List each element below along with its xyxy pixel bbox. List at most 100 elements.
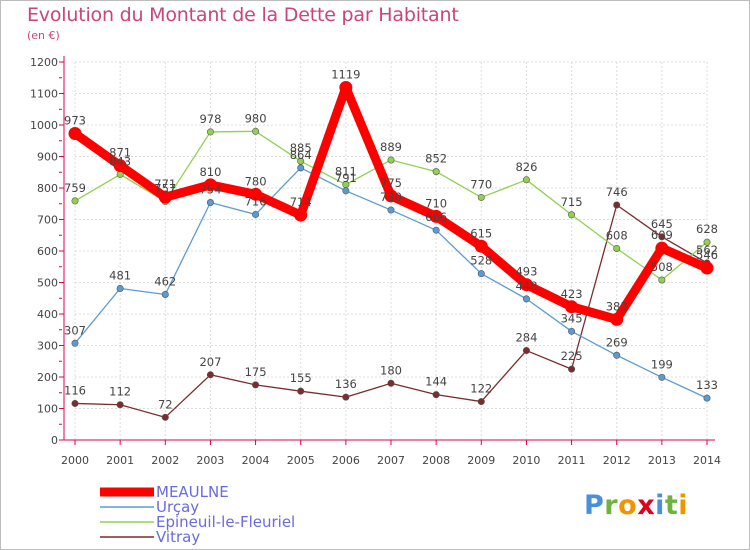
data-label: 144 — [425, 375, 447, 389]
data-label: 770 — [470, 177, 492, 191]
data-label: 345 — [561, 311, 583, 325]
data-point-3 — [658, 233, 666, 241]
data-point-0 — [474, 239, 488, 253]
legend-swatch-epineuil — [100, 521, 154, 523]
data-point-1 — [703, 394, 711, 402]
data-point-2 — [206, 128, 214, 136]
data-label: 528 — [470, 254, 492, 268]
x-tick-label: 2007 — [377, 454, 405, 467]
logo-letter: i — [678, 490, 689, 521]
data-point-1 — [658, 373, 666, 381]
data-label: 493 — [515, 265, 537, 279]
x-tick-label: 2012 — [603, 454, 631, 467]
x-tick-label: 2005 — [287, 454, 315, 467]
data-label: 225 — [561, 349, 583, 363]
data-point-1 — [342, 187, 350, 195]
y-tick-label: 800 — [37, 182, 58, 195]
data-label: 978 — [199, 112, 221, 126]
data-point-2 — [252, 127, 260, 135]
y-tick-label: 700 — [37, 214, 58, 227]
axes: 0 100 200 300 400 500 600 700 800 900 1000 1100 1200… — [30, 56, 721, 467]
data-label: 615 — [470, 226, 492, 240]
data-label: 175 — [245, 365, 267, 379]
x-tick-label: 2014 — [693, 454, 721, 467]
data-point-3 — [161, 413, 169, 421]
data-label: 811 — [335, 165, 357, 179]
x-tick-label: 2009 — [467, 454, 495, 467]
data-label: 133 — [696, 378, 718, 392]
data-label: 871 — [109, 146, 131, 160]
data-point-0 — [113, 159, 127, 173]
data-label: 180 — [380, 363, 402, 377]
data-label: 136 — [335, 377, 357, 391]
data-label: 155 — [290, 371, 312, 385]
data-point-0 — [655, 241, 669, 255]
data-label: 775 — [380, 176, 402, 190]
data-point-2 — [432, 168, 440, 176]
data-label: 973 — [64, 114, 86, 128]
x-tick-label: 2010 — [512, 454, 540, 467]
data-label: 116 — [64, 383, 86, 397]
data-point-1 — [522, 295, 530, 303]
logo-letter: x — [637, 490, 656, 521]
legend: MEAULNE Urçay Epineuil-le-Fleuriel Vitra… — [100, 483, 420, 546]
data-label: 852 — [425, 152, 447, 166]
data-label: 269 — [606, 335, 628, 349]
legend-swatch-meaulne — [100, 487, 154, 497]
data-point-1 — [71, 339, 79, 347]
data-label: 608 — [606, 228, 628, 242]
data-point-0 — [294, 208, 308, 222]
data-label: 771 — [154, 177, 176, 191]
legend-item-meaulne: MEAULNE — [100, 483, 420, 501]
legend-item-vitray: Vitray — [100, 528, 420, 546]
x-tick-label: 2011 — [558, 454, 586, 467]
data-label: 645 — [651, 217, 673, 231]
x-tick-label: 2008 — [422, 454, 450, 467]
data-point-0 — [429, 209, 443, 223]
data-point-0 — [519, 278, 533, 292]
data-point-1 — [297, 164, 305, 172]
data-label: 791 — [335, 171, 357, 185]
data-label: 780 — [245, 174, 267, 188]
data-label: 609 — [651, 228, 673, 242]
y-tick-label: 0 — [51, 434, 58, 447]
logo-letter: r — [604, 490, 619, 521]
data-point-3 — [206, 371, 214, 379]
data-point-1 — [161, 290, 169, 298]
data-label: 980 — [245, 111, 267, 125]
data-point-3 — [71, 399, 79, 407]
y-tick-label: 600 — [37, 245, 58, 258]
data-label: 716 — [245, 194, 267, 208]
data-label: 122 — [470, 382, 492, 396]
data-point-2 — [71, 197, 79, 205]
data-point-3 — [387, 379, 395, 387]
data-label: 757 — [154, 182, 176, 196]
legend-label: MEAULNE — [156, 483, 229, 501]
data-label: 562 — [696, 243, 718, 257]
legend-label: Vitray — [156, 528, 201, 546]
data-label: 889 — [380, 140, 402, 154]
data-point-0 — [384, 189, 398, 203]
data-label: 508 — [651, 260, 673, 274]
data-label: 759 — [64, 181, 86, 195]
y-tick-label: 1100 — [30, 88, 58, 101]
y-tick-label: 900 — [37, 151, 58, 164]
data-label: 448 — [515, 279, 537, 293]
x-tick-label: 2000 — [61, 454, 89, 467]
logo-letter: P — [584, 490, 605, 521]
data-label: 754 — [199, 182, 221, 196]
data-point-0 — [339, 81, 353, 95]
data-point-2 — [477, 193, 485, 201]
series-lines — [68, 81, 714, 421]
proxiti-logo: Proxiti — [584, 490, 688, 521]
data-point-0 — [68, 127, 82, 141]
logo-letter: o — [618, 490, 638, 521]
data-point-3 — [432, 391, 440, 399]
data-label: 666 — [425, 210, 447, 224]
data-point-1 — [432, 226, 440, 234]
data-point-2 — [703, 238, 711, 246]
data-point-3 — [342, 393, 350, 401]
data-label: 207 — [199, 355, 221, 369]
x-tick-label: 2013 — [648, 454, 676, 467]
